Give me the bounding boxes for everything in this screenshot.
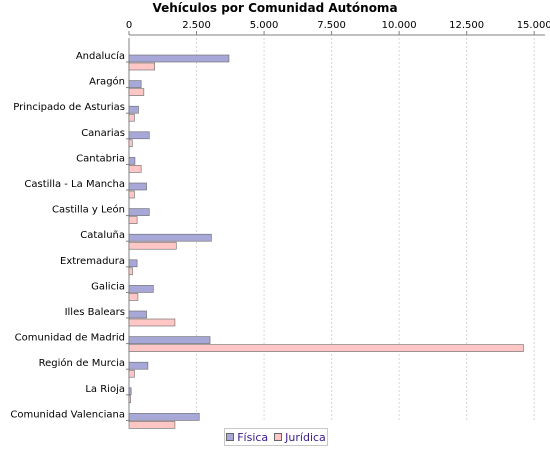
legend-label-juridica: Jurídica [285, 430, 326, 444]
legend-item-fisica: Física [226, 431, 268, 444]
bar-juridica [128, 62, 155, 71]
legend-swatch-fisica [226, 433, 235, 441]
bar-juridica [128, 421, 176, 429]
category-label: Cantabria [76, 153, 125, 164]
x-tick-label: 5.000 [250, 20, 279, 31]
bar-juridica [128, 165, 142, 173]
legend-label-fisica: Física [237, 430, 269, 444]
category-label: Cataluña [80, 230, 125, 241]
bar-juridica [128, 190, 135, 199]
bar-juridica [128, 395, 131, 404]
bar-fisica [128, 259, 138, 268]
bar-juridica [128, 267, 133, 276]
category-label: Comunidad Valenciana [10, 409, 125, 420]
bar-juridica [128, 293, 139, 301]
bar-juridica [128, 139, 133, 148]
bar-fisica [128, 80, 142, 88]
category-label: Región de Murcia [39, 357, 125, 369]
category-label: La Rioja [85, 384, 125, 395]
category-label: Comunidad de Madrid [15, 333, 125, 344]
category-label: Andalucía [76, 50, 125, 62]
category-label: Canarias [81, 128, 125, 139]
bar-juridica [128, 344, 524, 352]
x-tick-label: 12.500 [449, 20, 484, 31]
bar-juridica [128, 216, 138, 224]
x-tick-label: 7.500 [317, 20, 346, 31]
bars [128, 54, 524, 429]
bar-fisica [128, 361, 149, 370]
bar-fisica [128, 208, 150, 216]
category-label: Principado de Asturias [13, 102, 125, 113]
bar-fisica [128, 157, 136, 165]
category-label: Illes Balears [65, 307, 125, 318]
x-tick-label: 15.000 [517, 20, 550, 31]
bar-fisica [128, 131, 150, 140]
x-tick-label: 0 [126, 20, 132, 31]
chart-title: Vehículos por Comunidad Autónoma [152, 1, 398, 15]
legend: Física Jurídica [224, 428, 328, 446]
bar-fisica [128, 387, 132, 396]
axes: 0 2.500 5.000 7.500 10.000 12.500 15.000 Andalu… [10, 20, 550, 422]
bar-fisica [128, 54, 230, 63]
bar-juridica [128, 88, 145, 96]
bar-fisica [128, 182, 147, 191]
bar-fisica [128, 413, 200, 421]
bar-juridica [128, 241, 177, 250]
gridlines [196, 38, 535, 422]
category-label: Castilla y León [52, 204, 125, 216]
bar-fisica [128, 233, 212, 242]
bar-fisica [128, 310, 147, 319]
category-label: Galicia [91, 281, 125, 292]
category-label: Castilla - La Mancha [24, 179, 125, 190]
x-tick-label: 2.500 [182, 20, 211, 31]
bar-juridica [128, 318, 176, 327]
bar-fisica [128, 285, 154, 293]
bar-juridica [128, 113, 135, 122]
legend-item-juridica: Jurídica [274, 431, 326, 444]
bar-juridica [128, 369, 135, 378]
bar-fisica [128, 336, 211, 344]
bar-fisica [128, 105, 139, 114]
legend-swatch-juridica [274, 433, 283, 441]
x-tick-label: 10.000 [382, 20, 417, 31]
category-label: Extremadura [60, 256, 125, 267]
category-label: Aragón [89, 76, 125, 88]
